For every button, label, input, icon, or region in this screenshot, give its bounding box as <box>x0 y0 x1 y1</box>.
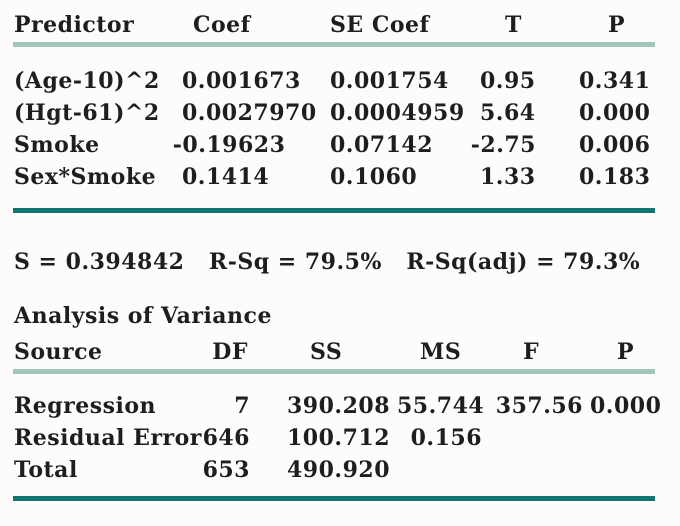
anova-header-p: P <box>617 339 635 365</box>
anova-header-row: Source DF SS MS F P <box>0 335 680 369</box>
predictor-cell: (Age-10)^2 <box>14 68 160 94</box>
ss-cell: 390.208 <box>287 393 391 419</box>
table-row: Residual Error 646 100.712 0.156 <box>0 422 680 454</box>
p-cell <box>583 422 663 454</box>
ss-cell: 100.712 <box>287 425 391 451</box>
section-rule <box>13 496 655 501</box>
ms-cell <box>397 454 482 486</box>
coef-cell: -0.19623 <box>172 132 286 158</box>
t-cell: -2.75 <box>470 132 536 158</box>
ss-cell: 490.920 <box>287 457 391 483</box>
p-cell: 0.341 <box>579 68 651 94</box>
coefficients-header-predictor: Predictor <box>14 12 135 38</box>
table-row: Sex*Smoke 0.1414 0.1060 1.33 0.183 <box>0 161 680 193</box>
se-coef-cell: 0.1060 <box>330 164 418 190</box>
predictor-cell: Sex*Smoke <box>14 164 157 190</box>
anova-body: Regression 7 390.208 55.744 357.56 0.000… <box>0 390 680 486</box>
se-coef-cell: 0.07142 <box>330 132 434 158</box>
t-cell: 1.33 <box>480 164 536 190</box>
table-row: Total 653 490.920 <box>0 454 680 486</box>
coefficients-header-t: T <box>505 12 522 38</box>
ms-cell: 55.744 <box>397 393 485 419</box>
anova-header-source: Source <box>14 339 103 365</box>
source-cell: Total <box>14 457 78 483</box>
anova-header-f: F <box>523 339 540 365</box>
table-row: Regression 7 390.208 55.744 357.56 0.000 <box>0 390 680 422</box>
coef-cell: 0.001673 <box>182 68 301 94</box>
table-row: (Hgt-61)^2 0.0027970 0.0004959 5.64 0.00… <box>0 97 680 129</box>
ms-cell: 0.156 <box>410 425 482 451</box>
t-cell: 0.95 <box>480 68 536 94</box>
p-cell <box>583 454 663 486</box>
t-cell: 5.64 <box>480 100 536 126</box>
table-row: Smoke -0.19623 0.07142 -2.75 0.006 <box>0 129 680 161</box>
coefficients-header-coef: Coef <box>193 12 251 38</box>
source-cell: Regression <box>14 393 157 419</box>
coefficients-header-row: Predictor Coef SE Coef T P <box>0 8 680 42</box>
df-cell: 646 <box>202 425 250 451</box>
source-cell: Residual Error <box>14 425 202 451</box>
predictor-cell: (Hgt-61)^2 <box>14 100 160 126</box>
coefficients-header-se-coef: SE Coef <box>330 12 430 38</box>
p-cell: 0.000 <box>590 393 662 419</box>
se-coef-cell: 0.001754 <box>330 68 449 94</box>
se-coef-cell: 0.0004959 <box>330 100 465 126</box>
df-cell: 7 <box>234 393 250 419</box>
f-cell <box>482 422 583 454</box>
section-rule <box>13 208 655 213</box>
anova-title: Analysis of Variance <box>14 303 272 329</box>
f-cell: 357.56 <box>495 393 583 419</box>
coefficients-header-p: P <box>608 12 626 38</box>
header-rule <box>13 42 655 47</box>
df-cell: 653 <box>202 457 250 483</box>
coefficients-body: (Age-10)^2 0.001673 0.001754 0.95 0.341 … <box>0 65 680 193</box>
coef-cell: 0.1414 <box>182 164 270 190</box>
header-rule <box>13 369 655 374</box>
p-cell: 0.006 <box>579 132 651 158</box>
p-cell: 0.000 <box>579 100 651 126</box>
anova-header-ss: SS <box>310 339 343 365</box>
coef-cell: 0.0027970 <box>182 100 317 126</box>
model-summary-line: S = 0.394842 R-Sq = 79.5% R-Sq(adj) = 79… <box>14 249 641 275</box>
anova-header-df: DF <box>212 339 248 365</box>
anova-header-ms: MS <box>420 339 462 365</box>
f-cell <box>482 454 583 486</box>
predictor-cell: Smoke <box>14 132 100 158</box>
minitab-regression-output: Predictor Coef SE Coef T P (Age-10)^2 0.… <box>0 8 680 526</box>
table-row: (Age-10)^2 0.001673 0.001754 0.95 0.341 <box>0 65 680 97</box>
p-cell: 0.183 <box>579 164 651 190</box>
